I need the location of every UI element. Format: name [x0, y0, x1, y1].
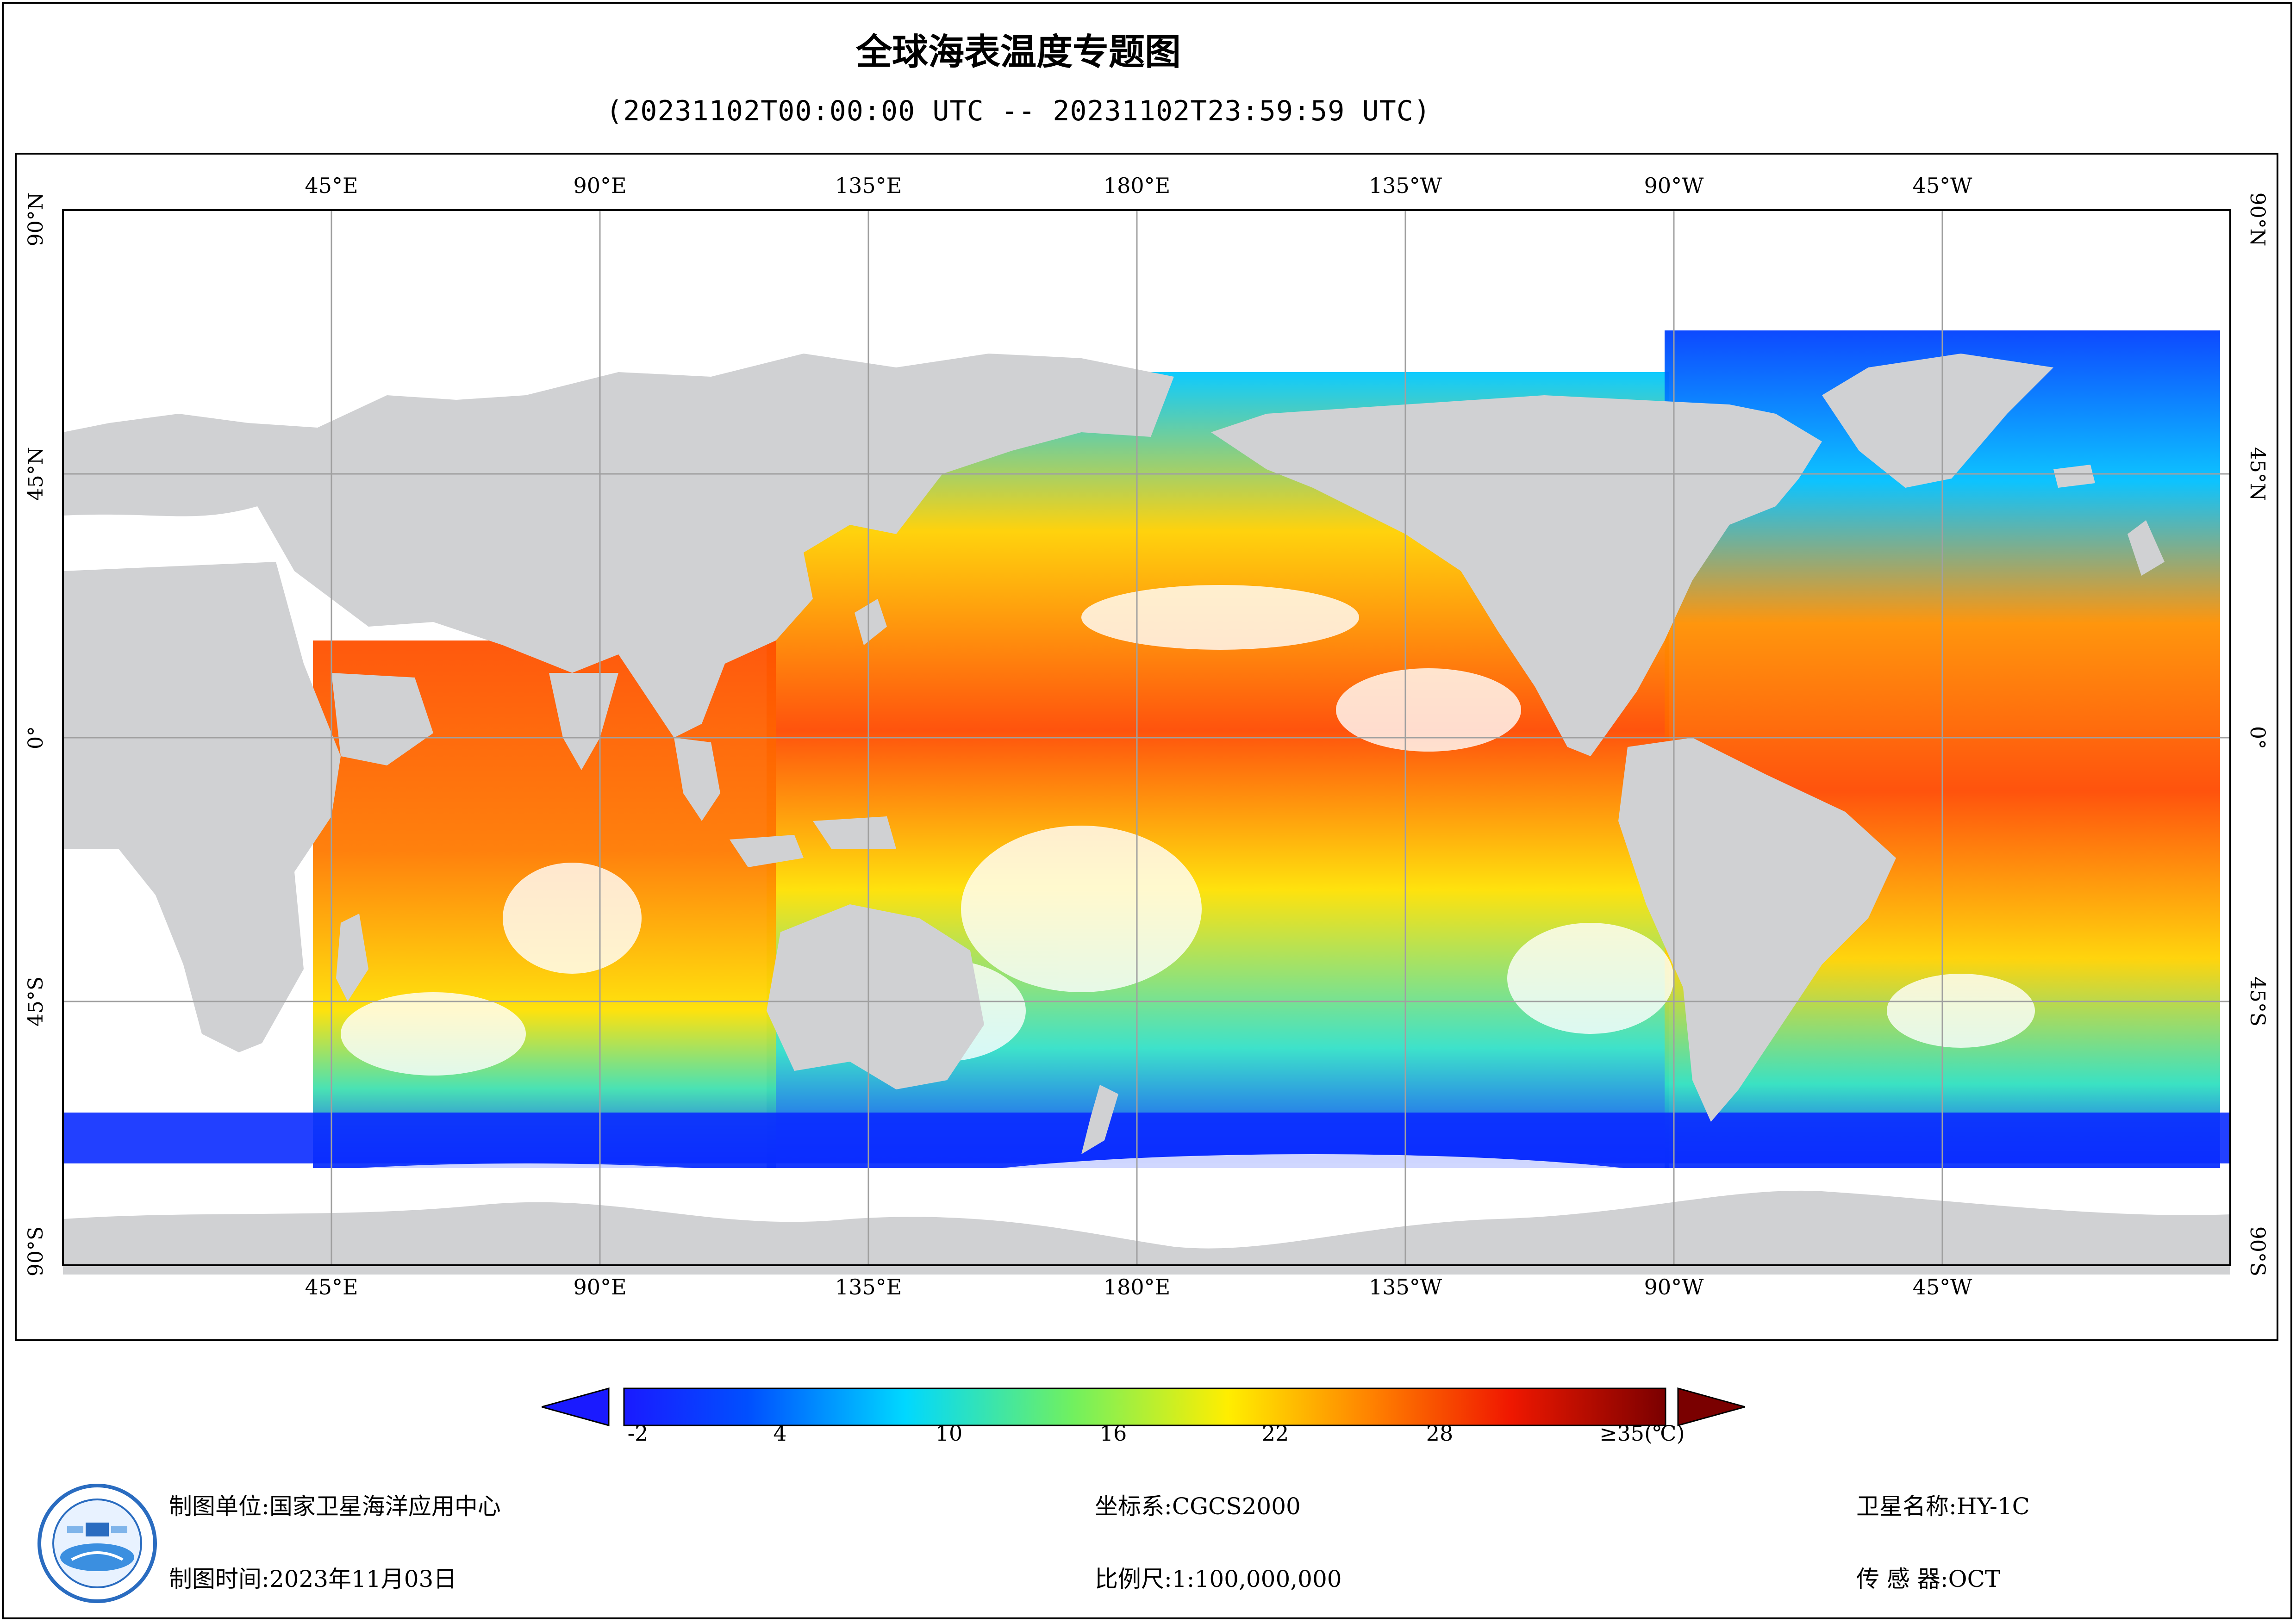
map-plot-border: [62, 209, 2231, 1266]
graticule: [63, 210, 2230, 1265]
crs-value: CGCS2000: [1172, 1493, 1301, 1520]
sst-colorbar: [542, 1387, 1745, 1426]
footer-satellite: 卫星名称:HY-1C: [1856, 1488, 2030, 1521]
footer-sensor: 传 感 器:OCT: [1856, 1561, 2000, 1594]
lon-label-bottom-45w: 45°W: [1912, 1275, 1972, 1300]
sensor-value: OCT: [1948, 1566, 2001, 1592]
colorbar-under-arrow: [542, 1387, 610, 1426]
colorbar-max-label: ≥35(℃): [1599, 1421, 1685, 1446]
lon-label-top-135e: 135°E: [835, 173, 902, 198]
colorbar-tick-10: 10: [935, 1421, 963, 1446]
lon-label-bottom-45e: 45°E: [305, 1275, 358, 1300]
lon-label-bottom-135w: 135°W: [1368, 1275, 1442, 1300]
footer-time: 制图时间:2023年11月03日: [169, 1561, 456, 1594]
page-title: 全球海表温度专题图: [855, 31, 1181, 73]
lat-label-left-45n: 45°N: [24, 447, 48, 501]
lat-label-right-45n: 45°N: [2246, 447, 2269, 501]
sst-map[interactable]: [17, 155, 2277, 1339]
land: [63, 354, 2230, 1275]
lat-label-left-45s: 45°S: [24, 976, 48, 1027]
lon-label-top-180e: 180°E: [1103, 173, 1171, 198]
colorbar-tick-22: 22: [1261, 1421, 1289, 1446]
colorbar-tick-16: 16: [1099, 1421, 1127, 1446]
time-range-subtitle: (20231102T00:00:00 UTC -- 20231102T23:59…: [606, 95, 1431, 127]
map-frame[interactable]: 45°E 90°E 135°E 180°E 135°W 90°W 45°W 45…: [15, 153, 2278, 1341]
satellite-label: 卫星名称:: [1856, 1493, 1957, 1520]
no-data-areas: [202, 585, 2035, 1237]
footer-crs: 坐标系:CGCS2000: [1095, 1488, 1301, 1521]
crs-label: 坐标系:: [1095, 1493, 1172, 1520]
lat-label-right-90n: 90°N: [2246, 192, 2269, 247]
lon-label-top-90e: 90°E: [573, 173, 627, 198]
footer-scale: 比例尺:1:100,000,000: [1095, 1561, 1342, 1594]
nsoas-logo: [37, 1484, 157, 1603]
lat-label-right-45s: 45°S: [2246, 976, 2269, 1027]
org-value: 国家卫星海洋应用中心: [269, 1493, 501, 1520]
lat-label-left-90s: 90°S: [24, 1226, 48, 1277]
satellite-value: HY-1C: [1956, 1493, 2030, 1520]
org-label: 制图单位:: [169, 1493, 269, 1520]
colorbar-gradient: [623, 1387, 1666, 1426]
colorbar-over-arrow: [1677, 1387, 1745, 1426]
colorbar-tick-4: 4: [773, 1421, 787, 1446]
lon-label-bottom-90e: 90°E: [573, 1275, 627, 1300]
lat-label-left-90n: 90°N: [24, 192, 48, 247]
scale-label: 比例尺:: [1095, 1566, 1172, 1592]
lat-label-right-0: 0°: [2246, 726, 2269, 749]
lon-label-top-45w: 45°W: [1912, 173, 1972, 198]
scale-value: 1:100,000,000: [1172, 1566, 1342, 1592]
lon-label-bottom-135e: 135°E: [835, 1275, 902, 1300]
time-value: 2023年11月03日: [269, 1566, 457, 1592]
colorbar-tick-28: 28: [1426, 1421, 1454, 1446]
lon-label-top-45e: 45°E: [305, 173, 358, 198]
sensor-label: 传 感 器:: [1856, 1566, 1948, 1592]
lat-label-right-90s: 90°S: [2246, 1226, 2269, 1277]
lon-label-bottom-90w: 90°W: [1644, 1275, 1704, 1300]
lon-label-top-135w: 135°W: [1368, 173, 1442, 198]
time-label: 制图时间:: [169, 1566, 269, 1592]
footer-org: 制图单位:国家卫星海洋应用中心: [169, 1488, 501, 1521]
lon-label-bottom-180e: 180°E: [1103, 1275, 1171, 1300]
lon-label-top-90w: 90°W: [1644, 173, 1704, 198]
lat-label-left-0: 0°: [24, 726, 48, 749]
colorbar-tick-minus2: -2: [627, 1421, 649, 1446]
